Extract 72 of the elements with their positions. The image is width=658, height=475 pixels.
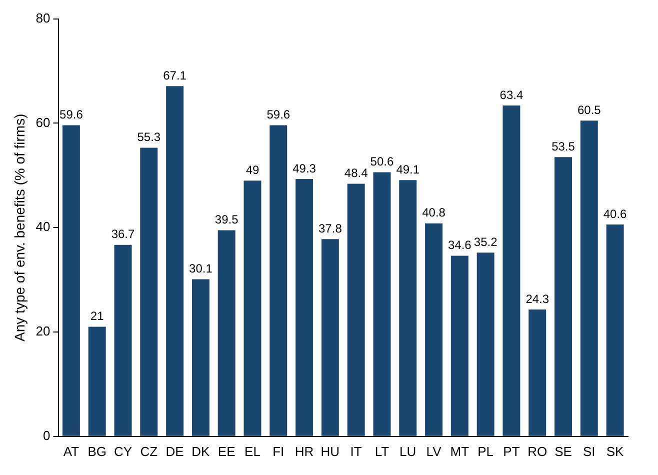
- x-tick-label: HR: [294, 444, 314, 459]
- x-tick-label: CY: [114, 444, 132, 459]
- x-tick-label: CZ: [140, 444, 158, 459]
- x-tick-label: LU: [400, 444, 416, 459]
- x-tick-label: PL: [478, 444, 494, 459]
- data-label: 59.6: [60, 108, 84, 122]
- data-label: 53.5: [552, 139, 576, 154]
- bar: [114, 244, 132, 436]
- x-tick-label: MT: [450, 444, 470, 459]
- data-label: 49: [246, 162, 260, 177]
- y-tick-label: 20: [36, 324, 50, 339]
- data-label: 55.3: [137, 130, 161, 144]
- data-label: 40.6: [603, 206, 628, 221]
- data-label: 21: [90, 309, 104, 324]
- x-tick-label: EL: [244, 444, 260, 459]
- data-label: 24.3: [526, 292, 550, 306]
- data-label: 34.6: [448, 238, 472, 252]
- bar: [399, 180, 417, 436]
- bar: [244, 180, 262, 436]
- data-label: 39.5: [214, 212, 239, 227]
- bar: [347, 184, 365, 436]
- data-label: 60.5: [577, 102, 602, 117]
- x-tick-label: HU: [320, 444, 340, 459]
- data-label: 63.4: [500, 88, 524, 102]
- x-tick-label: DK: [192, 444, 210, 459]
- bar: [88, 326, 106, 436]
- data-label: 67.1: [163, 68, 187, 82]
- data-label: 48.4: [344, 166, 368, 180]
- x-tick-label: LV: [426, 444, 442, 459]
- data-label: 37.8: [318, 221, 342, 236]
- bar: [321, 239, 339, 436]
- x-tick-label: LT: [374, 444, 390, 459]
- bar: [373, 172, 391, 436]
- bar: [554, 157, 572, 436]
- y-tick-label: 0: [43, 428, 50, 443]
- data-label: 40.8: [422, 206, 446, 220]
- y-axis-title: Any type of env. benefits (% of firms): [11, 114, 28, 342]
- y-tick-label: 40: [36, 219, 50, 234]
- data-label: 49.1: [396, 162, 420, 176]
- y-tick-label: 60: [36, 114, 50, 130]
- data-label: 49.3: [292, 161, 316, 176]
- y-tick-label: 80: [36, 10, 50, 26]
- bar: [270, 125, 288, 436]
- bar: [62, 125, 80, 436]
- bar: [218, 230, 236, 436]
- data-label: 30.1: [189, 262, 213, 276]
- x-tick-label: PT: [503, 444, 520, 459]
- bar: [450, 256, 468, 436]
- data-label: 35.2: [474, 234, 498, 249]
- data-label: 59.6: [266, 108, 290, 122]
- bar: [166, 86, 184, 436]
- x-tick-label: SI: [583, 444, 596, 459]
- data-label: 36.7: [111, 227, 136, 242]
- x-tick-label: IT: [350, 444, 362, 459]
- x-tick-label: SE: [554, 444, 572, 459]
- x-tick-label: AT: [63, 444, 80, 459]
- x-tick-label: BG: [88, 444, 107, 459]
- bar: [296, 179, 314, 436]
- x-tick-label: FI: [272, 444, 284, 459]
- x-tick-label: RO: [528, 444, 548, 459]
- bar: [606, 224, 624, 436]
- data-label: 50.6: [370, 154, 394, 169]
- x-tick-label: DE: [166, 444, 184, 459]
- bar: [425, 223, 443, 436]
- bar: [476, 252, 494, 436]
- x-tick-label: SK: [606, 444, 624, 459]
- bar: [528, 310, 546, 436]
- bar: [580, 120, 598, 436]
- x-tick-label: EE: [218, 444, 236, 459]
- bar: [192, 279, 210, 436]
- bar: [502, 105, 520, 436]
- bar: [140, 148, 158, 436]
